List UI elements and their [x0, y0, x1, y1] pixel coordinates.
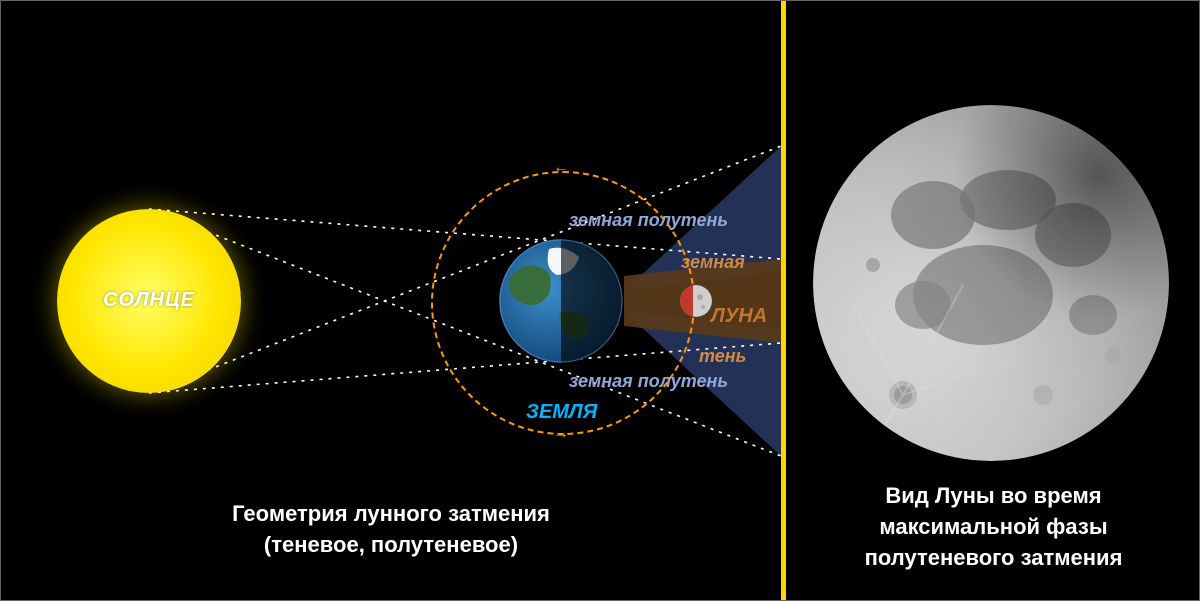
earth-label: ЗЕМЛЯ [526, 401, 597, 424]
diagram-container: ← → СОЛНЦЕ [0, 0, 1200, 601]
left-panel: ← → СОЛНЦЕ [1, 1, 781, 600]
umbra-label-line2: тень [699, 346, 746, 367]
umbra-label-line1: земная [681, 252, 745, 273]
penumbra-label-bottom: земная полутень [569, 371, 728, 392]
right-caption-line2: максимальной фазы [879, 514, 1107, 539]
moon-label: ЛУНА [711, 305, 767, 328]
moon-photo [813, 105, 1169, 461]
right-panel: Вид Луны во время максимальной фазы полу… [786, 1, 1200, 600]
moon-small [680, 285, 712, 317]
penumbra-label-top: земная полутень [569, 210, 728, 231]
earth [499, 239, 623, 363]
orbit-arrow-top: ← [553, 159, 569, 177]
sun-label: СОЛНЦЕ [57, 289, 241, 312]
left-caption-line1: Геометрия лунного затмения [232, 501, 550, 526]
orbit-arrow-bottom: → [553, 425, 569, 443]
right-caption: Вид Луны во время максимальной фазы полу… [786, 481, 1200, 573]
right-caption-line3: полутеневого затмения [865, 545, 1123, 570]
right-caption-line1: Вид Луны во время [885, 483, 1101, 508]
left-caption-line2: (теневое, полутеневое) [264, 532, 518, 557]
left-caption: Геометрия лунного затмения (теневое, пол… [1, 499, 781, 561]
